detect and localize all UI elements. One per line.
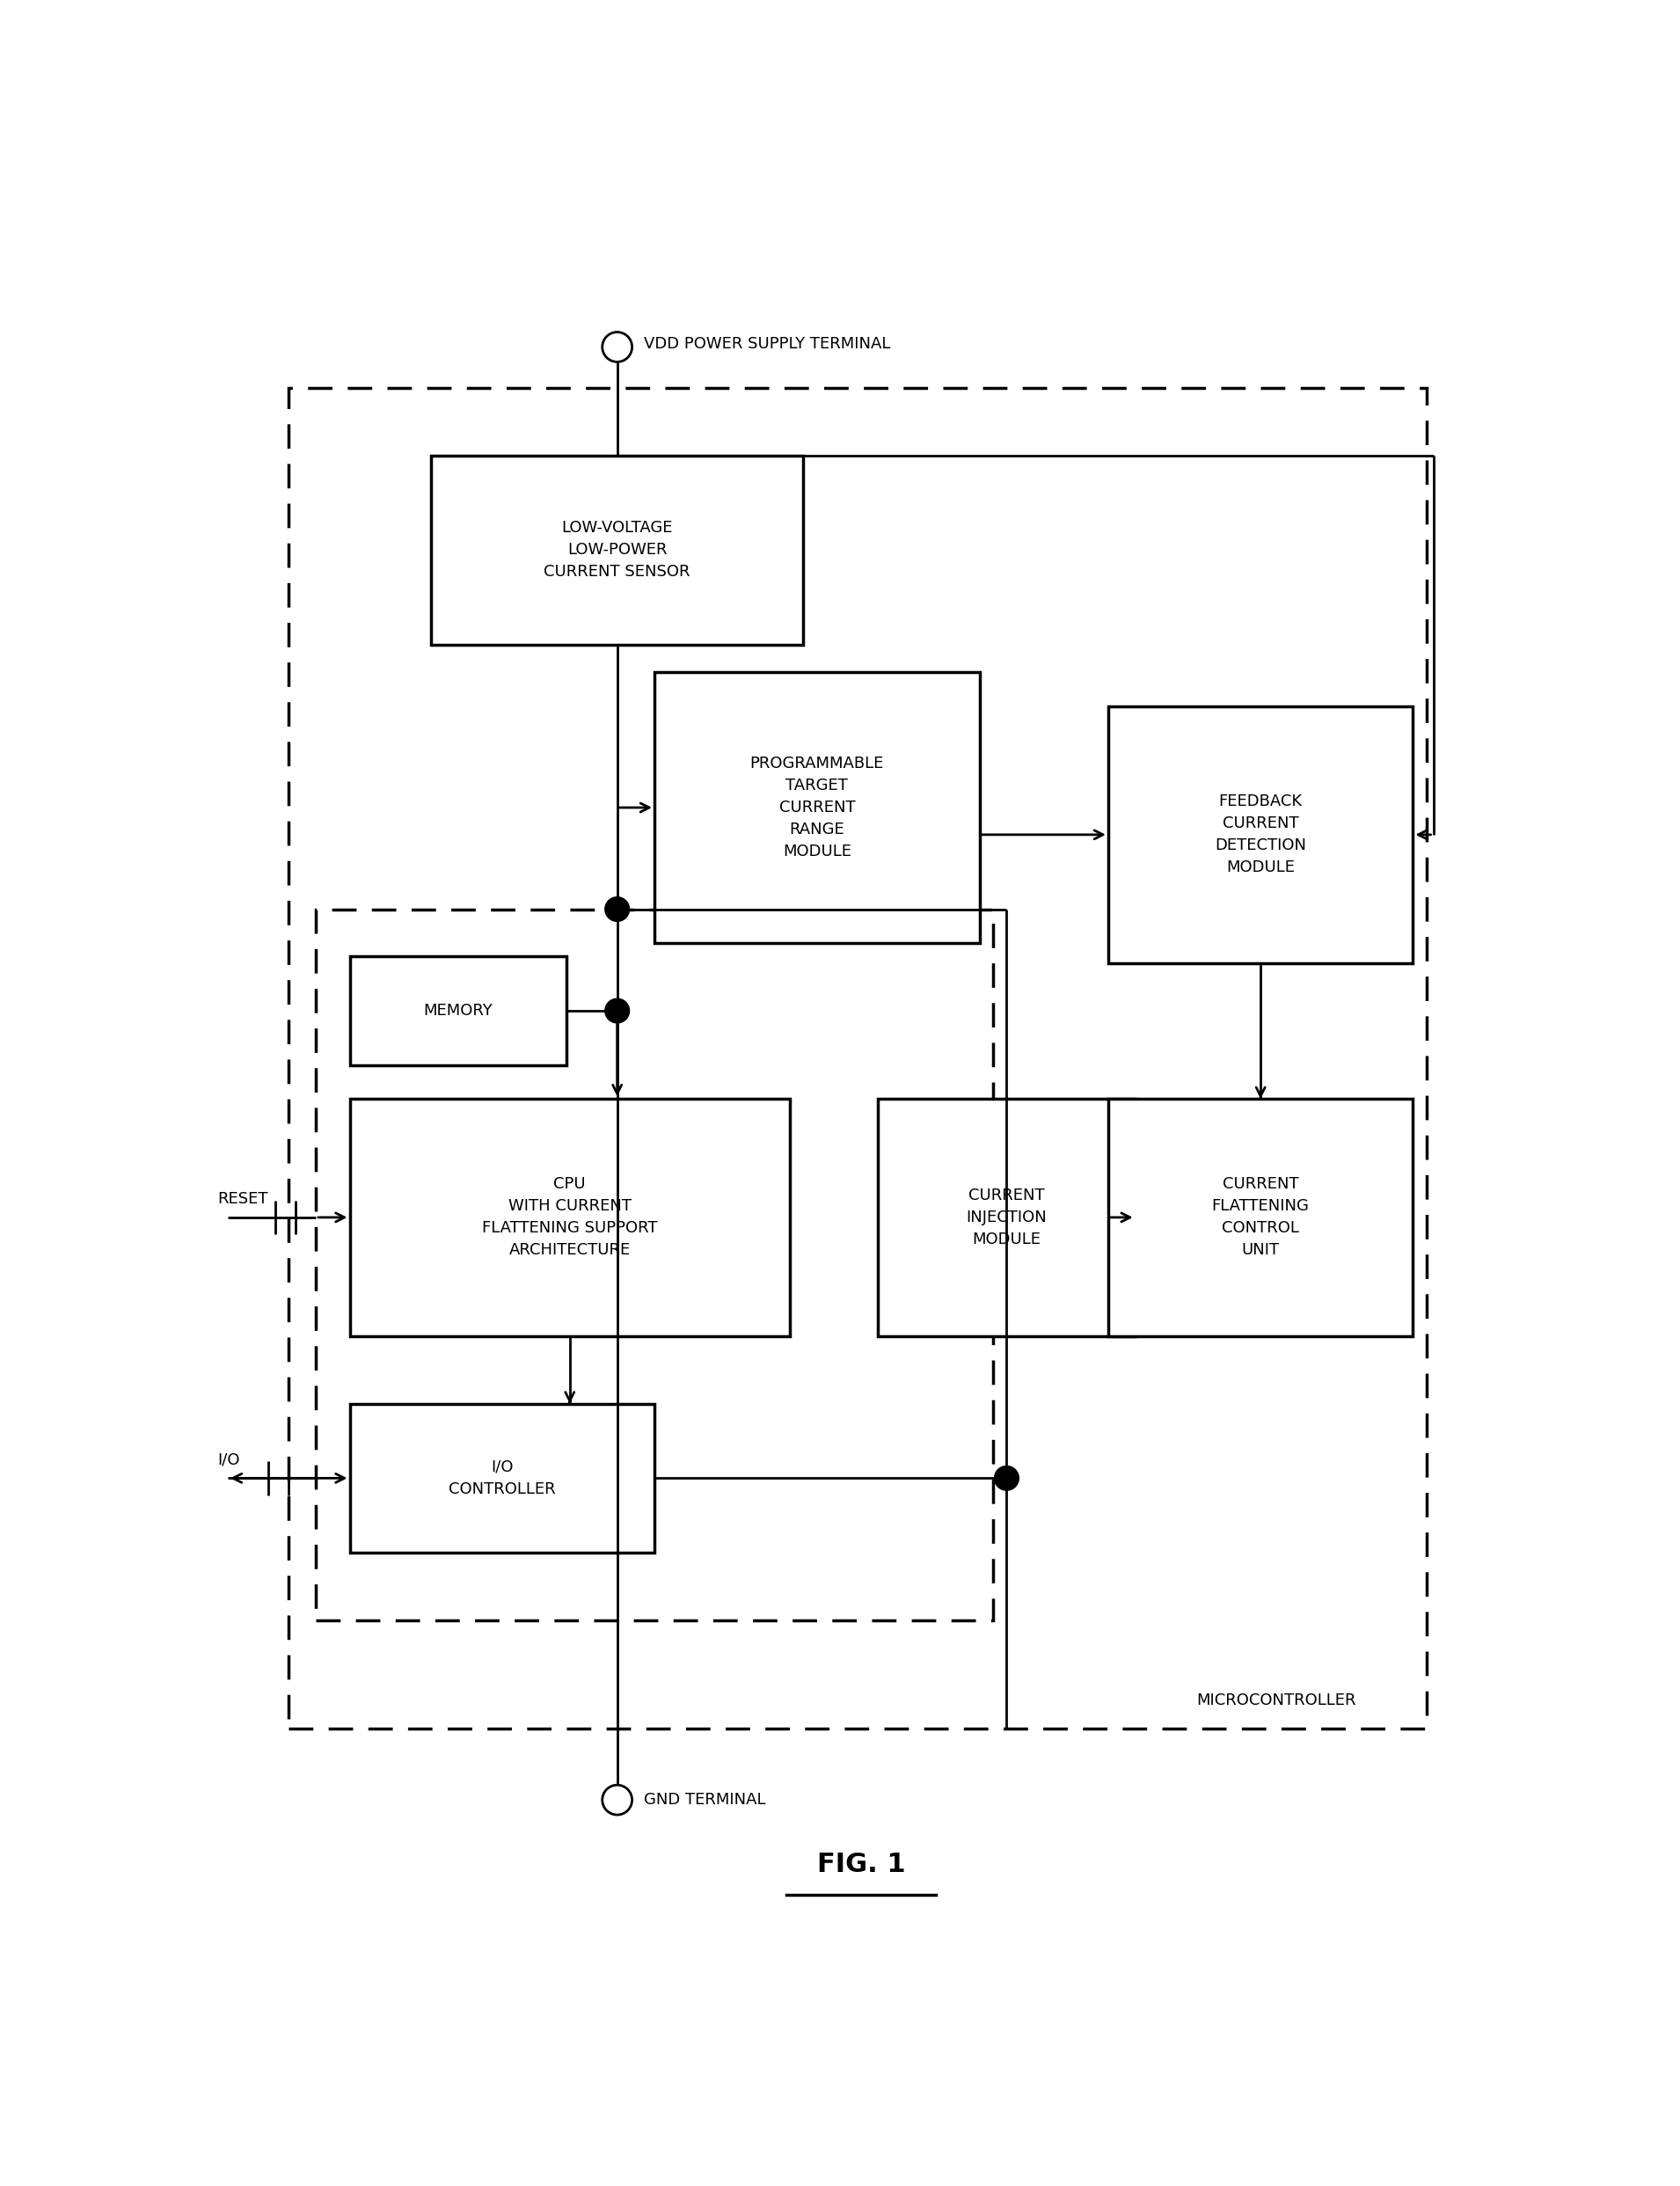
Text: MEMORY: MEMORY xyxy=(423,1003,492,1019)
Circle shape xyxy=(995,1467,1018,1491)
Bar xyxy=(349,957,566,1065)
Bar xyxy=(655,671,979,942)
Text: FIG. 1: FIG. 1 xyxy=(816,1852,906,1878)
Text: PROGRAMMABLE
TARGET
CURRENT
RANGE
MODULE: PROGRAMMABLE TARGET CURRENT RANGE MODULE xyxy=(749,756,884,859)
Text: RESET: RESET xyxy=(218,1191,269,1207)
Circle shape xyxy=(603,332,632,363)
Circle shape xyxy=(605,999,630,1023)
Bar xyxy=(349,1100,790,1336)
Text: CURRENT
FLATTENING
CONTROL
UNIT: CURRENT FLATTENING CONTROL UNIT xyxy=(1211,1176,1309,1259)
Text: GND TERMINAL: GND TERMINAL xyxy=(643,1793,766,1808)
Bar xyxy=(879,1100,1136,1336)
Bar xyxy=(432,455,803,645)
Bar xyxy=(1109,706,1413,964)
Text: MICROCONTROLLER: MICROCONTROLLER xyxy=(1196,1692,1356,1709)
Text: CPU
WITH CURRENT
FLATTENING SUPPORT
ARCHITECTURE: CPU WITH CURRENT FLATTENING SUPPORT ARCH… xyxy=(482,1176,657,1259)
Text: I/O: I/O xyxy=(218,1452,240,1469)
Text: FEEDBACK
CURRENT
DETECTION
MODULE: FEEDBACK CURRENT DETECTION MODULE xyxy=(1215,794,1307,877)
Text: CURRENT
INJECTION
MODULE: CURRENT INJECTION MODULE xyxy=(966,1187,1047,1248)
Text: LOW-VOLTAGE
LOW-POWER
CURRENT SENSOR: LOW-VOLTAGE LOW-POWER CURRENT SENSOR xyxy=(544,520,690,579)
Circle shape xyxy=(605,896,630,920)
Circle shape xyxy=(603,1786,632,1814)
Bar xyxy=(1109,1100,1413,1336)
Bar xyxy=(289,387,1426,1729)
Text: VDD POWER SUPPLY TERMINAL: VDD POWER SUPPLY TERMINAL xyxy=(643,337,890,352)
Text: I/O
CONTROLLER: I/O CONTROLLER xyxy=(449,1460,556,1497)
Bar xyxy=(349,1403,655,1552)
Bar xyxy=(316,909,993,1620)
